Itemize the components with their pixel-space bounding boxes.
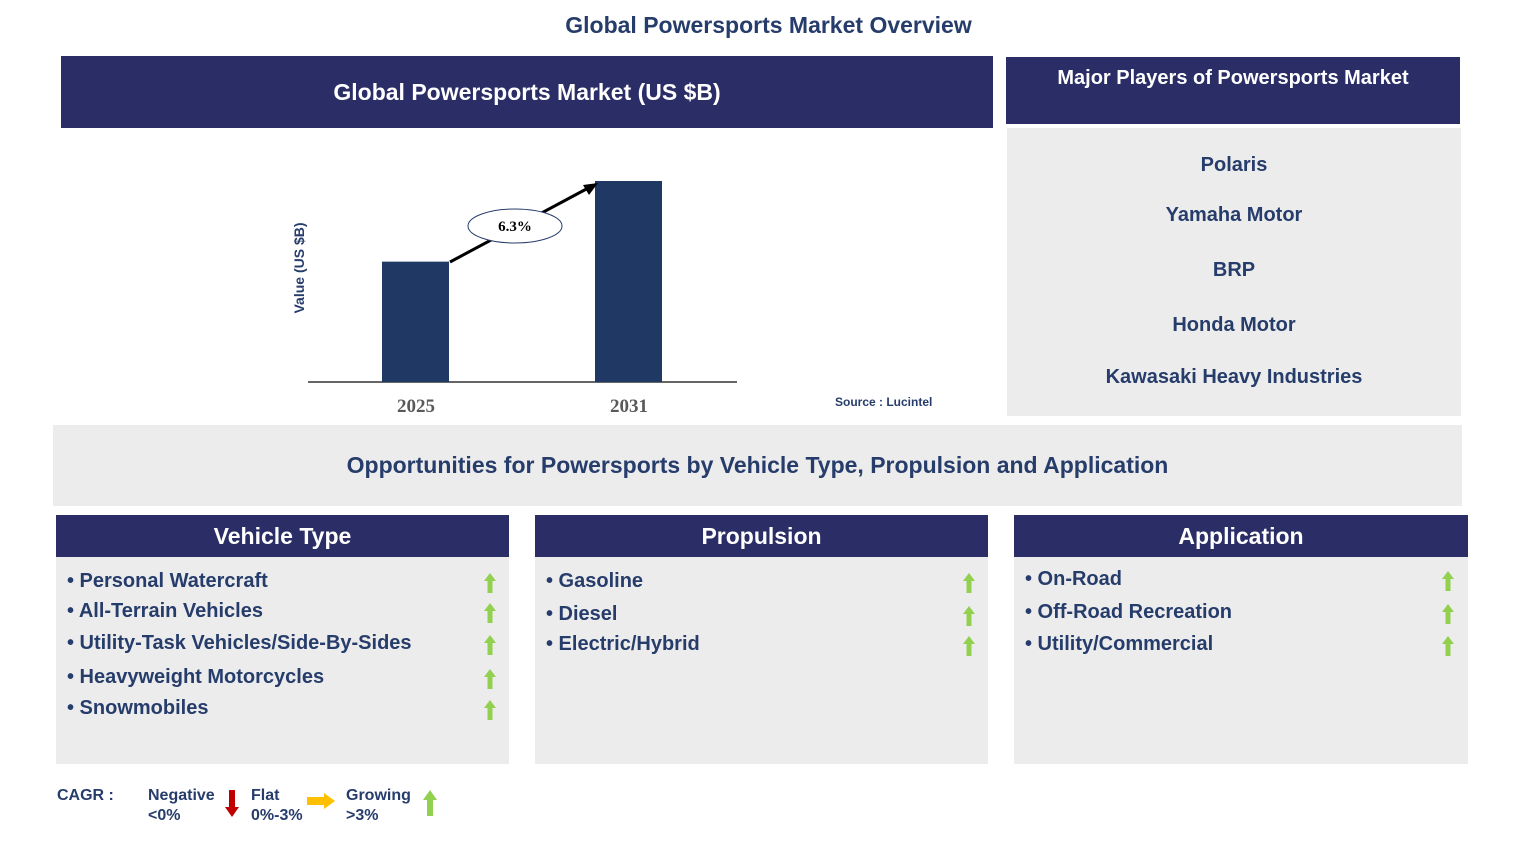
legend-flat: Flat 0%-3% [251,787,303,824]
segment-item: • Utility-Task Vehicles/Side-By-Sides [67,632,412,654]
legend-growing: Growing >3% [346,787,411,824]
growing-arrow-icon [484,603,496,623]
cagr-ellipse [467,208,563,244]
segment-item: • Gasoline [546,570,644,592]
source-note: Source : Lucintel [835,395,933,409]
bar-chart: Value (US $B) 2025 2031 6.3% [291,181,737,417]
chart-header: Global Powersports Market (US $B) [61,56,993,128]
growing-arrow-icon [963,606,975,626]
bar-2031 [595,181,662,382]
segment-panel [535,557,988,764]
segment-panel [56,557,509,764]
segment-item: • Heavyweight Motorcycles [67,666,325,688]
segment-item: • Diesel [546,603,618,625]
arrow-head [583,183,598,195]
segment-item: • Utility/Commercial [1025,633,1214,655]
growing-arrow-icon [1442,636,1454,656]
legend-label: CAGR : [57,787,114,804]
player-item: Yamaha Motor [1165,204,1303,226]
segment-item: • Personal Watercraft [67,570,268,592]
growing-arrow-icon [484,700,496,720]
segment-item: • All-Terrain Vehicles [67,600,263,622]
segment-item: • On-Road [1025,568,1122,590]
opportunities-title: Opportunities for Powersports by Vehicle… [53,425,1462,506]
growing-arrow-icon [963,636,975,656]
growing-arrow-icon [1442,571,1454,591]
segment-item: • Off-Road Recreation [1025,601,1233,623]
x-tick-label: 2031 [610,396,648,417]
segment-panel [1014,557,1468,764]
player-item: Kawasaki Heavy Industries [1105,366,1363,388]
player-item: Polaris [1200,154,1268,176]
segment-header: Vehicle Type [56,515,509,557]
right-arrow-icon [307,793,335,809]
segment-header: Application [1014,515,1468,557]
players-panel [1007,128,1461,416]
cagr-label: 6.3% [498,219,532,235]
bar-2025 [382,261,449,382]
legend-negative: Negative <0% [148,787,215,824]
segment-item: • Snowmobiles [67,697,209,719]
x-tick-label: 2025 [397,396,435,417]
page-title: Global Powersports Market Overview [565,12,972,38]
growing-arrow-icon [484,635,496,655]
segment-header: Propulsion [535,515,988,557]
y-axis-label: Value (US $B) [291,222,307,313]
player-item: Honda Motor [1172,314,1296,336]
growing-arrow-icon [484,573,496,593]
down-arrow-icon [225,790,239,817]
players-header: Major Players of Powersports Market [1006,57,1460,124]
segment-item: • Electric/Hybrid [546,633,700,655]
growing-arrow-icon [484,669,496,689]
growing-arrow-icon [1442,604,1454,624]
up-arrow-icon [423,790,437,816]
growing-arrow-icon [963,573,975,593]
player-item: BRP [1212,259,1256,281]
